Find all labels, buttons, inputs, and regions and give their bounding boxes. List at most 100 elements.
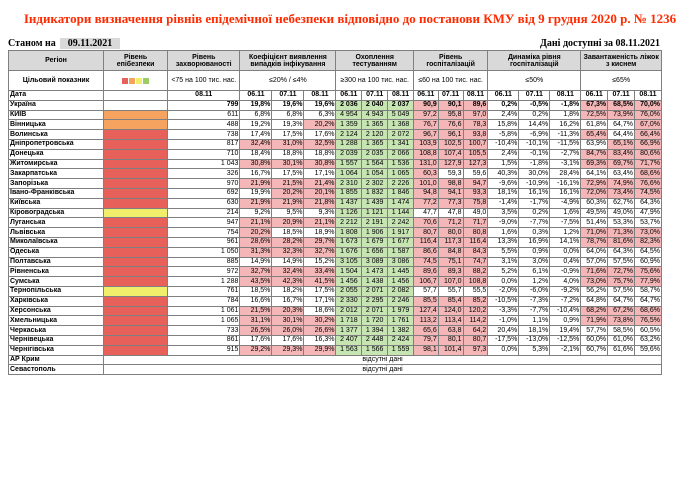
dyn-cell: 1,2% (549, 227, 582, 238)
beds-cell: 57,5% (607, 285, 635, 297)
testing-cell: 1 365 (361, 119, 389, 131)
scale-green-swatch (143, 77, 150, 84)
beds-cell: 71,6% (580, 266, 609, 278)
level-cell (103, 334, 169, 346)
dyn-cell: -12,5% (549, 334, 582, 346)
hosp-cell: 108,8 (412, 148, 439, 160)
incidence-value: 784 (167, 295, 241, 307)
beds-cell: 60,0% (580, 334, 609, 346)
beds-cell: 62,7% (607, 197, 635, 209)
level-cell (103, 197, 169, 209)
beds-cell: 68,6% (634, 168, 662, 180)
hosp-cell: 85,5 (412, 295, 439, 307)
detection-cell: 18,8% (303, 148, 337, 160)
table-row: Запорізька 970 21,9% 21,5% 21,4% 2 310 2 302 2 … (7, 178, 662, 189)
beds-cell: 76,0% (634, 109, 662, 121)
incidence-value: 761 (167, 285, 241, 297)
beds-cell: 64,5% (634, 246, 662, 258)
beds-cell: 73,0% (634, 227, 662, 238)
beds-cell: 83,4% (607, 148, 635, 160)
testing-cell: 1 368 (387, 119, 414, 131)
page-title: Індикатори визначення рівнів епідемічної… (23, 11, 677, 26)
dyn-cell: 0,0% (487, 344, 520, 356)
detection-cell: 21,5% (271, 178, 305, 189)
table-row: Житомирська 1 043 30,8% 30,1% 30,8% 1 557 1 56… (7, 158, 662, 170)
dyn-cell: 0,2% (487, 99, 520, 111)
dyn-cell: -7,7% (518, 217, 551, 229)
testing-cell: 1 456 (335, 276, 363, 287)
detection-cell: 18,6% (303, 305, 337, 317)
detection-cell: 32,4% (239, 138, 273, 150)
testing-cell: 2 448 (361, 334, 389, 346)
dyn-cell: 18,1% (487, 187, 520, 199)
beds-cell: 68,6% (634, 305, 662, 317)
detection-cell: 18,5% (239, 285, 273, 297)
beds-cell: 60,5% (634, 325, 662, 336)
hosp-cell: 94,8 (412, 187, 439, 199)
testing-cell: 1 656 (361, 246, 389, 258)
region-name: АР Крим (7, 354, 105, 366)
date-col: 07.11 (271, 90, 305, 101)
hosp-cell: 108,8 (462, 276, 489, 287)
beds-cell: 71,7% (634, 158, 662, 170)
testing-cell: 1 566 (361, 344, 389, 356)
beds-cell: 71,9% (580, 315, 609, 327)
region-name: Львівська (7, 227, 105, 238)
dyn-cell: 6,1% (518, 266, 551, 278)
detection-cell: 16,7% (239, 168, 273, 180)
detection-cell: 14,9% (271, 256, 305, 268)
beds-cell: 64,3% (607, 246, 635, 258)
beds-cell: 51,4% (580, 217, 609, 229)
date-col: 06.11 (335, 90, 363, 101)
dyn-cell: -11,3% (549, 129, 582, 140)
testing-cell: 2 310 (335, 178, 363, 189)
testing-cell: 1 557 (335, 158, 363, 170)
hosp-cell: 93,3 (462, 187, 489, 199)
detection-cell: 26,0% (271, 325, 305, 336)
table-row: Київська 630 21,9% 21,9% 21,8% 1 437 1 439 1 47… (7, 197, 662, 209)
dyn-cell: -6,0% (518, 285, 551, 297)
detection-cell: 32,3% (271, 246, 305, 258)
dyn-cell: 1,6% (549, 207, 582, 219)
detection-cell: 15,2% (303, 256, 337, 268)
hosp-cell: 107,0 (437, 276, 464, 287)
hosp-cell: 57,7 (412, 285, 439, 297)
hosp-cell: 55,5 (462, 285, 489, 297)
hosp-cell: 47,7 (412, 207, 439, 219)
date-label: Дата (7, 90, 105, 101)
dyn-cell: 3,1% (487, 256, 520, 268)
level-cell (103, 256, 169, 268)
beds-cell: 67,3% (580, 99, 609, 111)
date-col: 06.11 (580, 90, 609, 101)
table-row: Івано-Франківська 692 19,9% 20,2% 20,1% 1 855… (7, 187, 662, 199)
testing-cell: 2 407 (335, 334, 363, 346)
dyn-cell: 1,1% (518, 315, 551, 327)
testing-cell: 2 012 (335, 305, 363, 317)
beds-cell: 60,3% (580, 197, 609, 209)
dyn-cell: -0,5% (518, 99, 551, 111)
hosp-cell: 59,6 (462, 168, 489, 180)
region-name: Запорізька (7, 178, 105, 189)
hosp-cell: 77,3 (437, 197, 464, 209)
hosp-cell: 89,3 (437, 266, 464, 278)
hosp-cell: 80,7 (462, 334, 489, 346)
dyn-cell: -10,4% (549, 305, 582, 317)
header-region: Регіон (7, 50, 105, 71)
header-testing: Охоплення тестуванням (335, 50, 414, 71)
hosp-cell: 95,8 (437, 109, 464, 121)
region-name: Київська (7, 197, 105, 209)
hosp-cell: 113,2 (412, 315, 439, 327)
testing-cell: 2 302 (361, 178, 389, 189)
hosp-cell: 55,7 (437, 285, 464, 297)
hosp-cell: 102,5 (437, 138, 464, 150)
beds-cell: 74,9% (607, 178, 635, 189)
incidence-date: 08.11 (167, 90, 241, 101)
detection-cell: 31,0% (271, 138, 305, 150)
dyn-cell: 20,4% (487, 325, 520, 336)
dyn-cell: -9,6% (487, 178, 520, 189)
scale-red-swatch (122, 77, 129, 84)
testing-cell: 1 437 (335, 197, 363, 209)
hosp-cell: 97,3 (462, 344, 489, 356)
hosp-cell: 47,8 (437, 207, 464, 219)
date-col: 08.11 (634, 90, 662, 101)
